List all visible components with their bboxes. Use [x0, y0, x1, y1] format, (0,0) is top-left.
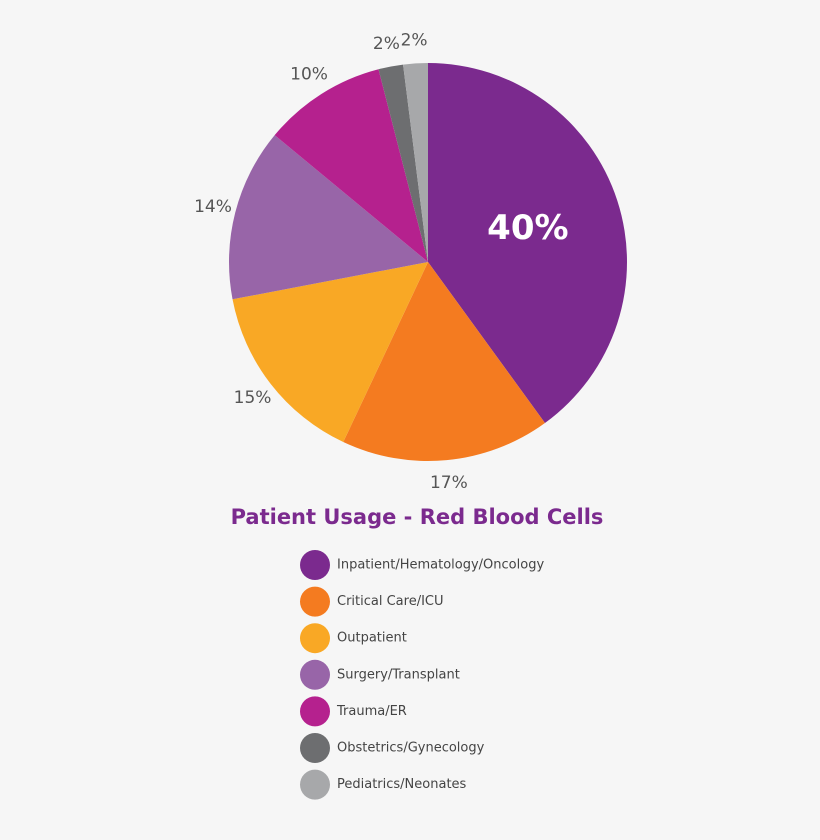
- legend-label: Outpatient: [337, 631, 407, 646]
- legend-label: Obstetrics/Gynecology: [337, 741, 485, 756]
- legend-label: Surgery/Transplant: [337, 667, 460, 682]
- pie-slice: [274, 69, 428, 262]
- slice-label: 40%: [487, 208, 568, 248]
- chart-title: Patient Usage - Red Blood Cells: [231, 505, 604, 529]
- legend-swatch: [300, 586, 330, 617]
- slice-label: 14%: [194, 197, 232, 217]
- pie-slice: [403, 63, 428, 262]
- slice-label: 2%: [401, 30, 428, 50]
- legend-label: Critical Care/ICU: [337, 594, 444, 609]
- slice-label: 2%: [373, 34, 400, 54]
- slice-label: 15%: [234, 388, 272, 408]
- legend-swatch: [300, 659, 330, 690]
- legend-swatch: [300, 623, 330, 654]
- legend-label: Trauma/ER: [336, 704, 407, 719]
- legend-swatch: [300, 769, 330, 800]
- legend-swatch: [300, 733, 330, 763]
- pie-slice: [232, 262, 428, 443]
- legend-swatch: [300, 696, 330, 727]
- slice-label: 10%: [290, 65, 328, 85]
- legend-label: Inpatient/Hematology/Oncology: [337, 558, 544, 573]
- legend-label: Pediatrics/Neonates: [337, 777, 467, 792]
- pie-slice: [343, 262, 545, 461]
- slice-label: 17%: [430, 473, 468, 493]
- pie-slice: [428, 63, 627, 423]
- pie-slice: [228, 135, 428, 300]
- legend-swatch: [300, 550, 330, 580]
- pie-slice: [378, 64, 428, 262]
